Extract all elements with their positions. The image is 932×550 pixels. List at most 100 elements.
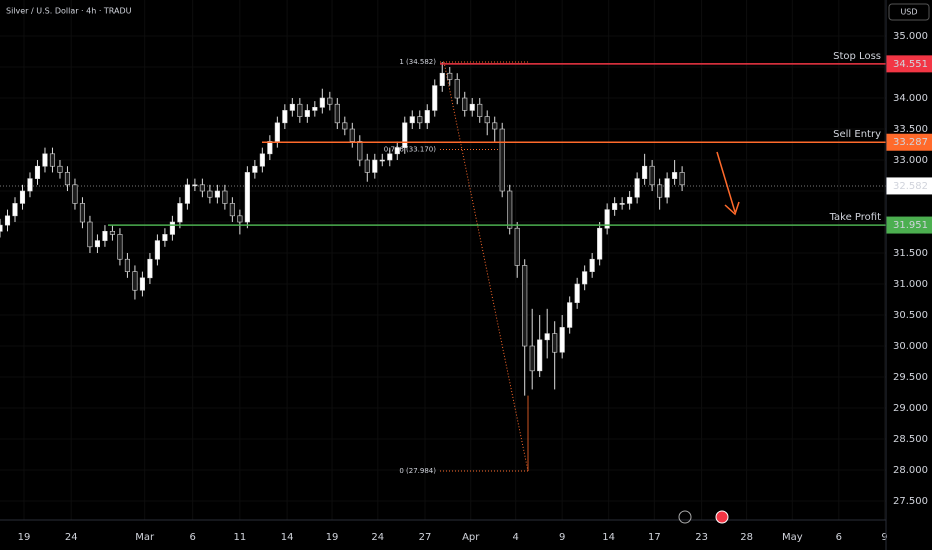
candle-body: [522, 265, 528, 347]
candle-body: [94, 240, 100, 248]
fib-label: 1 (34.582): [399, 58, 436, 66]
candle-body: [334, 103, 340, 124]
chart-title: Silver / U.S. Dollar · 4h · TRADU: [6, 7, 132, 16]
y-tick-label: 34.000: [893, 93, 928, 104]
x-tick-label: 6: [189, 532, 195, 543]
x-tick-label: 17: [648, 532, 661, 543]
candle-body: [439, 72, 445, 86]
candle-body: [447, 72, 453, 80]
x-tick-label: Mar: [135, 532, 155, 543]
candle-body: [342, 122, 348, 130]
candle-body: [79, 203, 86, 223]
candle-body: [237, 215, 243, 223]
candle-body: [267, 141, 273, 155]
current-price-tag: 32.582: [893, 181, 928, 192]
x-tick-label: 19: [326, 532, 339, 543]
event-icon[interactable]: [715, 510, 729, 524]
candle-body: [664, 178, 670, 198]
candle-body: [672, 172, 678, 179]
candle-body: [574, 283, 580, 303]
y-tick-label: 31.000: [893, 279, 928, 290]
candle-body: [162, 234, 168, 241]
candle-body: [552, 333, 558, 353]
x-tick-label: 14: [602, 532, 615, 543]
fib-trend-line: [443, 61, 529, 472]
event-icon[interactable]: [678, 510, 692, 524]
candle-body: [537, 339, 543, 372]
candle-body: [372, 159, 378, 173]
y-tick-label: 33.500: [893, 124, 928, 135]
candle-body: [544, 333, 550, 341]
level-price-tag-bg: [886, 216, 932, 234]
x-tick-label: 11: [233, 532, 246, 543]
candle-body: [484, 116, 490, 124]
candle-body: [627, 196, 633, 204]
y-tick-label: 29.000: [893, 403, 928, 414]
candle-body: [109, 231, 115, 235]
candle-body: [357, 141, 363, 161]
candle-body: [132, 271, 138, 291]
x-tick-label: 24: [371, 532, 384, 543]
candle-body: [454, 79, 460, 99]
x-tick-label: 9: [559, 532, 565, 543]
x-tick-label: 24: [65, 532, 78, 543]
candle-body: [139, 277, 145, 291]
candle-body: [394, 147, 400, 155]
candle-body: [432, 85, 438, 111]
level-price-tag: 33.287: [893, 137, 928, 148]
candle-body: [282, 110, 288, 124]
level-price-tag: 31.951: [893, 220, 928, 231]
fib-label: 0 (27.984): [399, 467, 436, 475]
candle-body: [222, 190, 228, 204]
x-tick-label: 23: [695, 532, 708, 543]
candle-body: [529, 345, 535, 372]
x-tick-label: 19: [18, 532, 31, 543]
candle-body: [64, 172, 71, 186]
arrow-head: [724, 201, 740, 216]
candle-body: [604, 209, 610, 229]
candle-body: [312, 107, 318, 111]
level-price-tag-bg: [886, 133, 932, 151]
candle-body: [259, 153, 265, 167]
y-tick-label: 28.500: [893, 434, 928, 445]
x-tick-label: 27: [419, 532, 432, 543]
y-tick-label: 28.000: [893, 465, 928, 476]
currency-button[interactable]: [888, 3, 930, 21]
y-tick-label: 33.000: [893, 155, 928, 166]
candle-body: [642, 165, 648, 179]
candle-body: [409, 116, 415, 124]
candle-body: [229, 203, 235, 217]
candle-body: [349, 128, 355, 142]
candle-body: [244, 172, 250, 223]
candle-body: [387, 153, 393, 161]
candle-body: [402, 122, 408, 148]
x-tick-label: 14: [281, 532, 294, 543]
arrow-shaft: [716, 151, 736, 213]
candle-body: [184, 184, 190, 204]
y-tick-label: 30.500: [893, 310, 928, 321]
candle-body: [327, 97, 333, 105]
y-tick-label: 31.500: [893, 248, 928, 259]
candle-body: [462, 97, 468, 111]
candle-body: [469, 103, 475, 111]
candle-body: [567, 302, 573, 328]
candle-body: [559, 327, 565, 353]
level-name: Stop Loss: [833, 51, 881, 62]
candle-body: [154, 240, 160, 260]
candle-body: [417, 116, 423, 124]
candle-body: [492, 122, 498, 130]
candle-body: [192, 184, 198, 187]
y-tick-label: 29.500: [893, 372, 928, 383]
candle-body: [304, 110, 310, 117]
candle-body: [252, 165, 258, 173]
candle-body: [582, 271, 588, 285]
candle-body: [649, 165, 655, 186]
candle-body: [319, 97, 325, 108]
candle-body: [102, 231, 108, 241]
candle-body: [124, 258, 130, 272]
y-tick-label: 35.000: [893, 31, 928, 42]
candle-body: [87, 221, 93, 248]
currency-label[interactable]: USD: [900, 8, 917, 17]
candle-body: [612, 203, 618, 210]
